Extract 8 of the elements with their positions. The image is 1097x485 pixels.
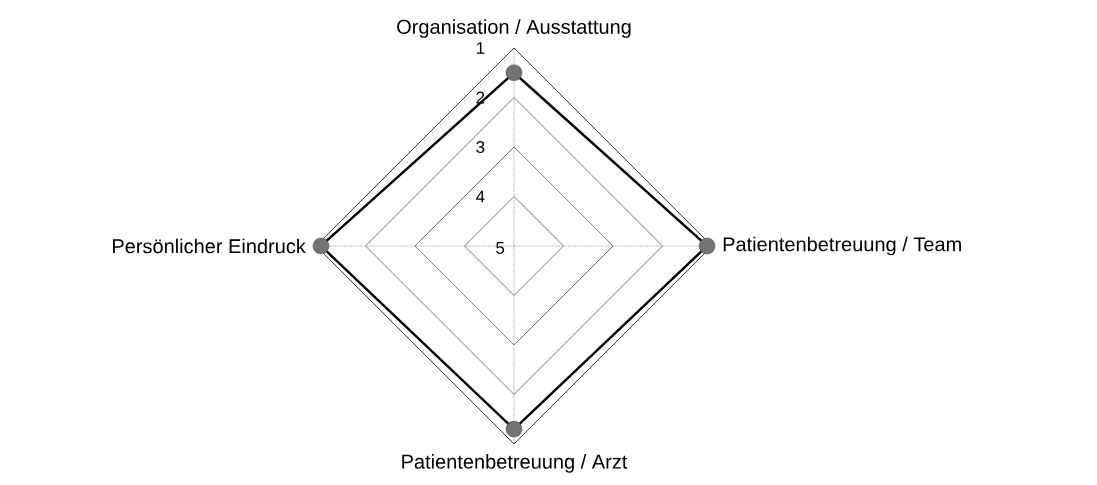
spoke-label: Patientenbetreuung / Arzt [402, 454, 628, 473]
y-tick-label: 3 [476, 140, 485, 154]
y-tick-label: 1 [476, 42, 485, 54]
spoke-label: Persönlicher Eindruck [113, 238, 306, 254]
y-tick-label: 5 [496, 242, 505, 254]
spoke-label: Patientenbetreuung / Team [723, 236, 961, 256]
y-tick-label: 4 [476, 190, 485, 203]
spoke-label: Organisation / Ausstattung [397, 19, 631, 38]
